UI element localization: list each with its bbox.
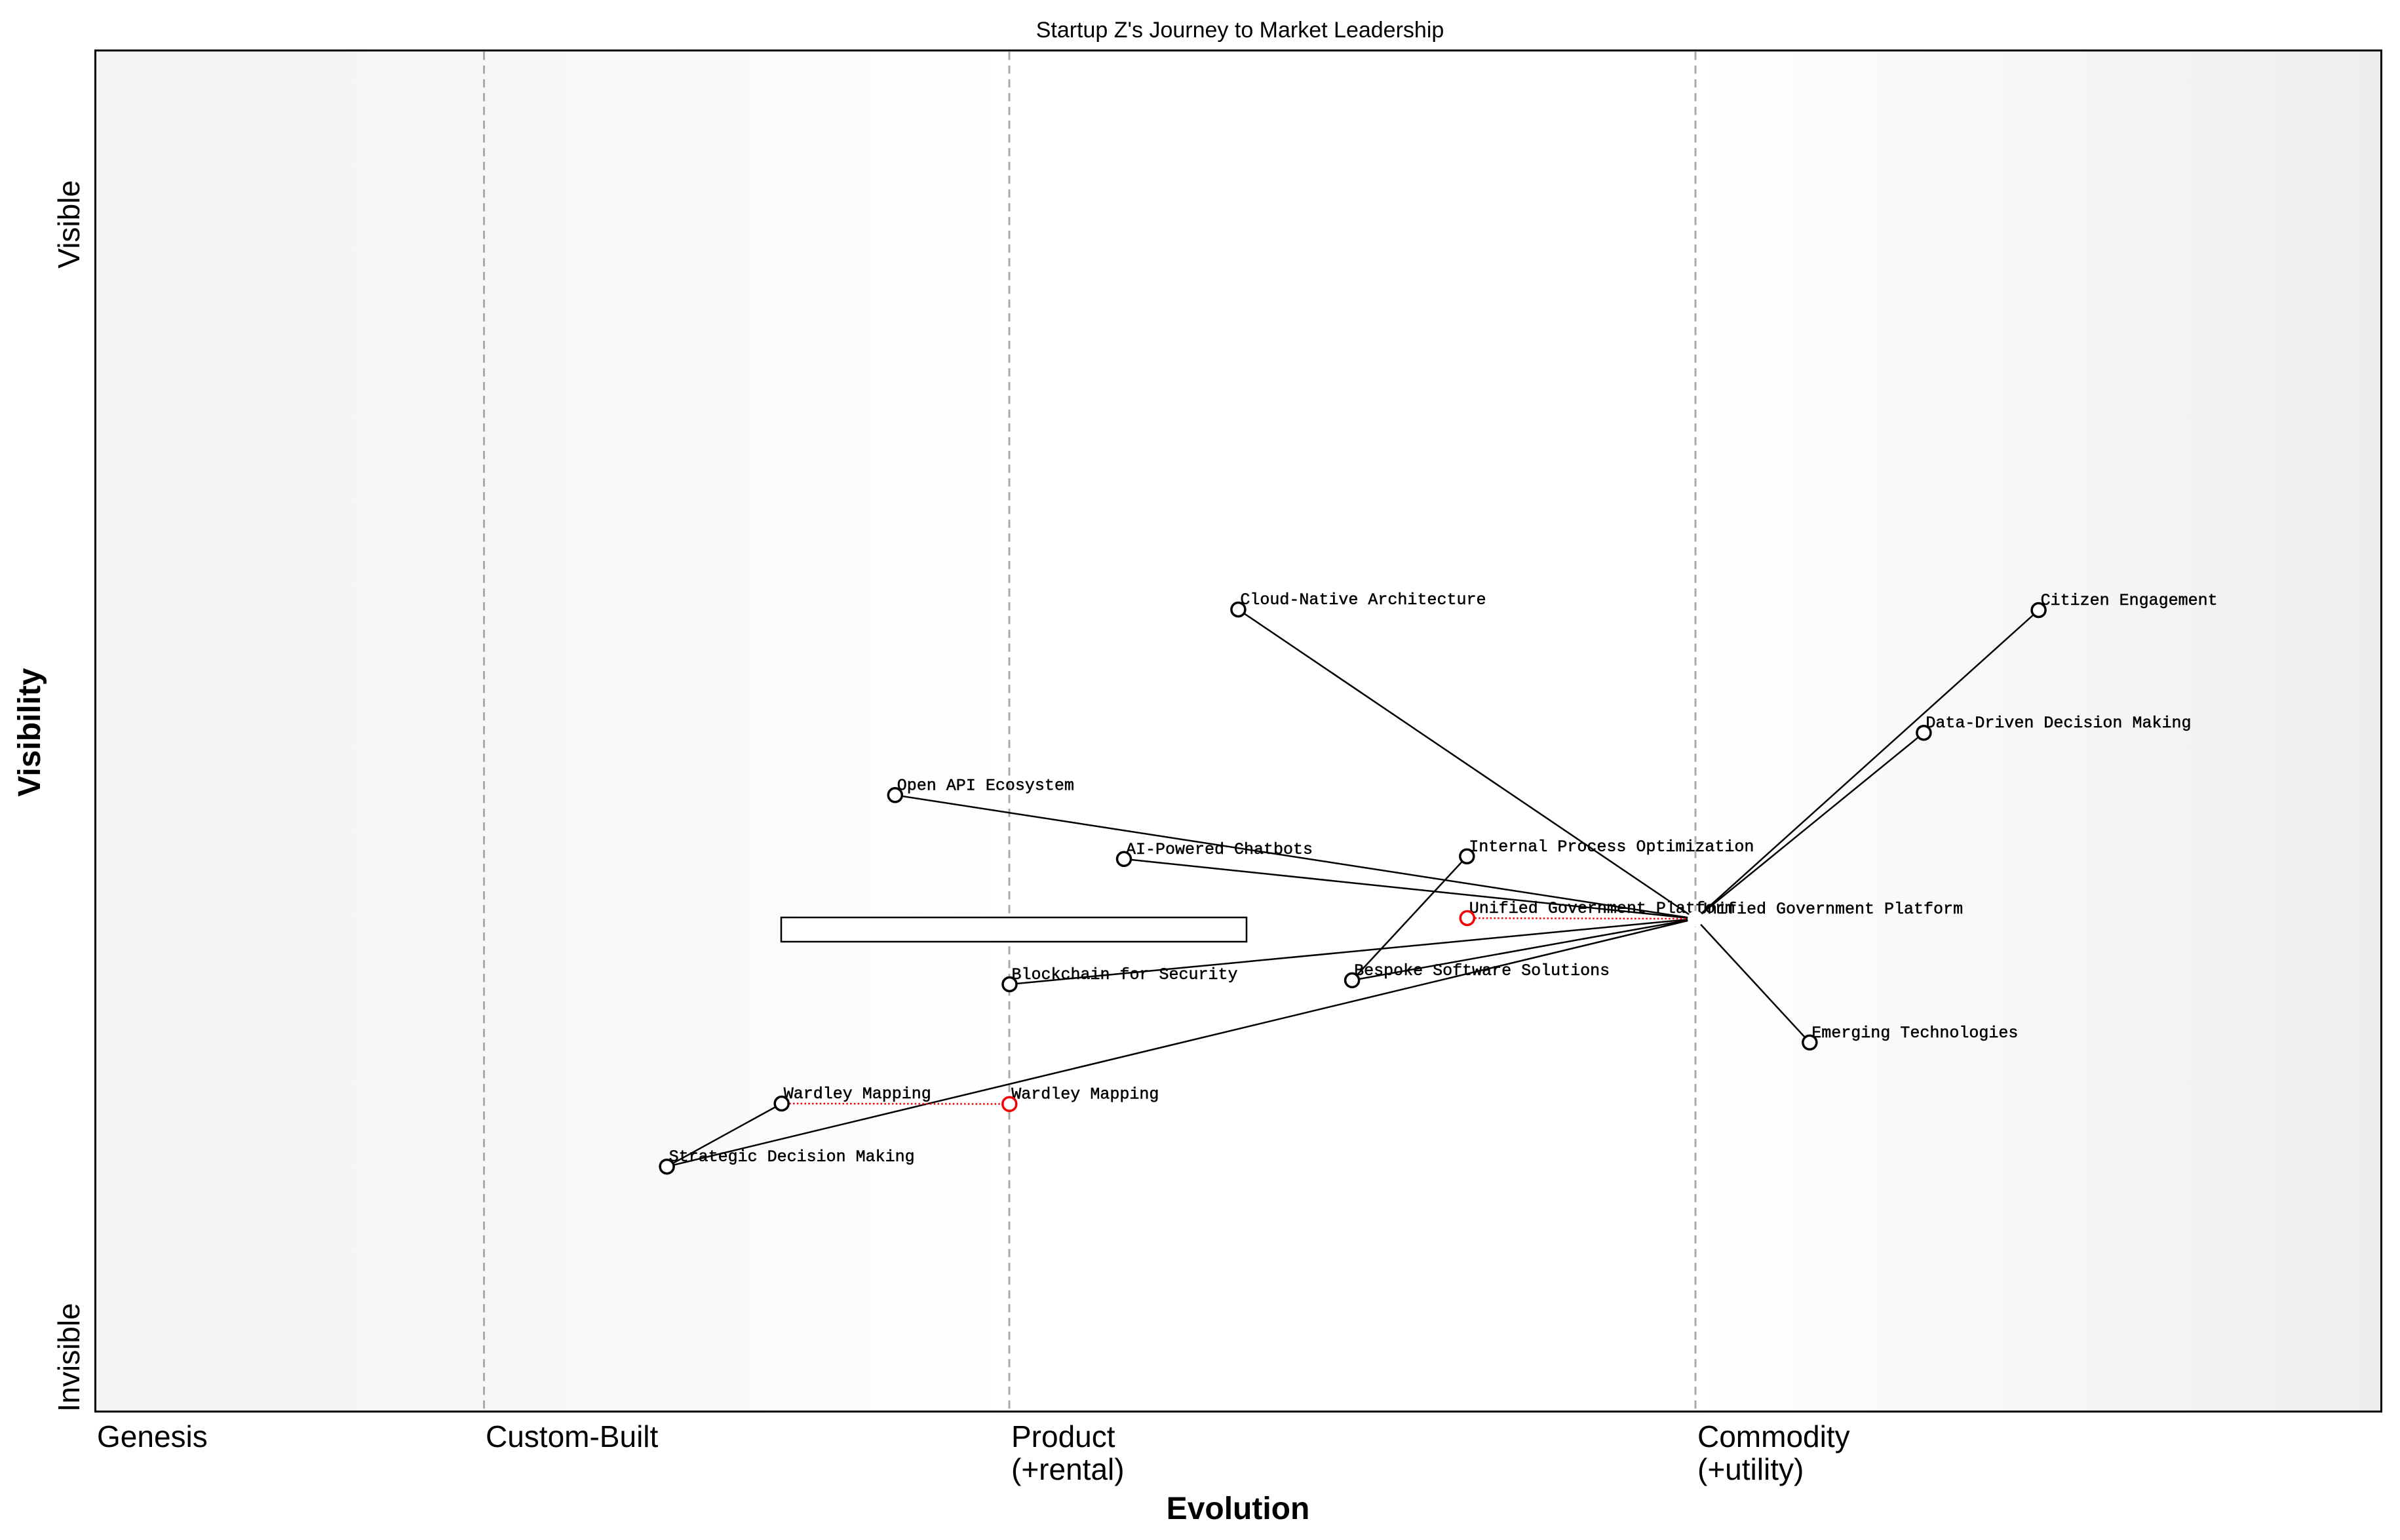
svg-text:(+rental): (+rental): [1011, 1452, 1125, 1486]
svg-text:Genesis: Genesis: [97, 1419, 208, 1453]
svg-text:Visibility: Visibility: [12, 668, 47, 797]
svg-text:Commodity: Commodity: [1697, 1419, 1850, 1453]
svg-text:AI-Powered Chatbots: AI-Powered Chatbots: [1126, 840, 1313, 859]
svg-text:Emerging Technologies: Emerging Technologies: [1811, 1024, 2018, 1043]
svg-text:Citizen Engagement: Citizen Engagement: [2041, 591, 2218, 610]
svg-text:Data-Driven Decision Making: Data-Driven Decision Making: [1926, 714, 2191, 733]
svg-text:Startup Z's Journey to Market: Startup Z's Journey to Market Leadership: [1036, 18, 1444, 43]
svg-text:Cloud-Native Architecture: Cloud-Native Architecture: [1240, 590, 1486, 609]
svg-text:Evolution: Evolution: [1167, 1492, 1310, 1526]
svg-text:Internal Process Optimization: Internal Process Optimization: [1469, 837, 1754, 857]
svg-text:(+utility): (+utility): [1697, 1452, 1804, 1486]
svg-text:Visible: Visible: [52, 180, 86, 269]
svg-text:Product: Product: [1011, 1419, 1115, 1453]
svg-text:Open API Ecosystem: Open API Ecosystem: [897, 776, 1074, 795]
svg-text:Unified Government Platform: Unified Government Platform: [1697, 900, 1963, 919]
svg-text:Custom-Built: Custom-Built: [486, 1419, 659, 1453]
svg-text:Bespoke Software Solutions: Bespoke Software Solutions: [1354, 961, 1610, 980]
svg-text:Invisible: Invisible: [52, 1303, 86, 1412]
svg-text:Wardley Mapping: Wardley Mapping: [784, 1085, 931, 1104]
svg-text:Wardley Mapping: Wardley Mapping: [1011, 1085, 1159, 1104]
